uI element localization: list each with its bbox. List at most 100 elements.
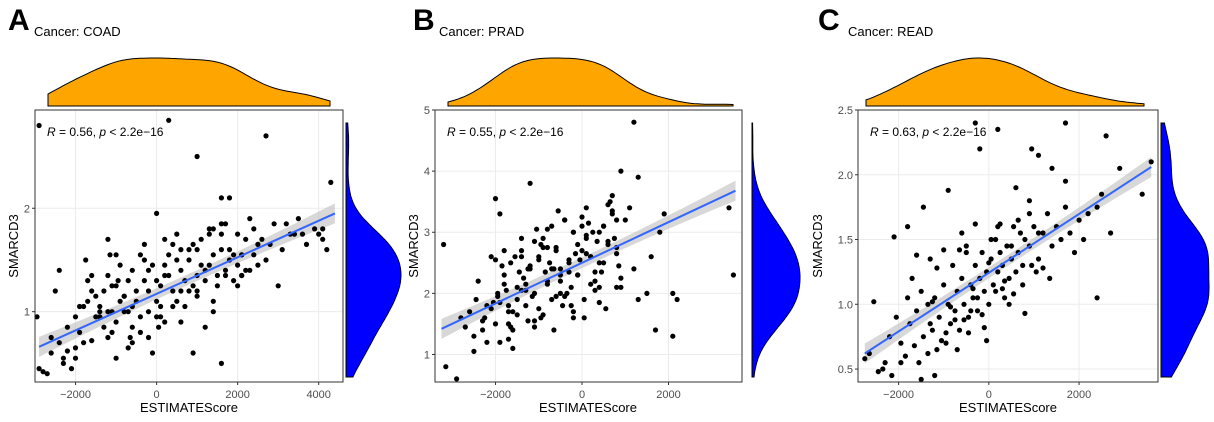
data-point (1040, 230, 1046, 236)
data-point (986, 301, 992, 307)
x-tick-label: −2000 (480, 389, 511, 401)
data-point (970, 295, 976, 301)
data-point (514, 284, 520, 290)
data-point (1058, 236, 1064, 243)
data-point (1117, 165, 1123, 171)
data-point (137, 329, 143, 335)
data-point (488, 254, 494, 260)
data-point (482, 315, 488, 321)
data-point (235, 231, 241, 237)
data-point (1006, 301, 1012, 307)
y-axis-title: SMARCD3 (406, 214, 421, 278)
data-point (501, 281, 507, 287)
y-tick-label: 5 (424, 105, 430, 117)
data-point (521, 275, 527, 281)
stat-r-value: = 0.56, (56, 125, 100, 139)
data-point (1040, 265, 1046, 271)
data-point (880, 366, 886, 372)
data-point (1022, 310, 1028, 316)
data-point (929, 299, 936, 305)
data-point (925, 301, 931, 307)
data-point (968, 308, 974, 314)
data-point (1008, 243, 1015, 249)
data-point (36, 122, 42, 129)
data-point (235, 283, 241, 289)
data-point (283, 221, 289, 227)
data-point (1002, 295, 1008, 301)
scatter-points (34, 117, 334, 377)
data-point (959, 230, 965, 236)
data-point (670, 290, 676, 296)
data-point (320, 226, 326, 232)
panel-b: B Cancer: PRAD −2000 0 2000 1 2 3 4 5 ESTIMATEScor… (406, 4, 801, 415)
data-point (555, 208, 561, 214)
stat-p-value: < 2.2e−16 (929, 125, 987, 139)
data-point (965, 314, 972, 320)
data-point (990, 282, 996, 288)
data-point (527, 180, 533, 186)
data-point (109, 283, 115, 289)
data-point (1044, 211, 1051, 217)
data-point (952, 317, 958, 323)
data-point (194, 247, 200, 253)
panel-letter: B (413, 4, 435, 37)
plot-border (34, 109, 344, 383)
data-point (154, 210, 160, 216)
data-point (1148, 159, 1154, 165)
data-point (977, 146, 983, 152)
data-point (862, 356, 868, 362)
data-point (601, 223, 607, 229)
data-point (1020, 262, 1026, 268)
data-point (154, 298, 160, 304)
y-tick-label: 1 (424, 349, 430, 361)
data-point (60, 360, 66, 366)
stat-p-value: < 2.2e−16 (106, 125, 164, 139)
data-point (210, 252, 216, 258)
data-point (579, 248, 585, 254)
y-tick-label: 3 (424, 227, 430, 239)
data-point (93, 314, 99, 320)
data-point (575, 272, 581, 278)
data-point (614, 217, 620, 223)
data-point (1026, 198, 1032, 204)
data-point (454, 376, 460, 382)
data-point (255, 241, 261, 247)
stat-r-value: = 0.63, (879, 125, 923, 139)
top-marginal-density (447, 57, 734, 107)
data-point (929, 327, 936, 333)
data-point (972, 120, 978, 126)
data-point (551, 327, 557, 333)
data-point (523, 281, 529, 287)
data-point (1035, 230, 1042, 236)
data-point (101, 288, 107, 294)
data-point (525, 318, 531, 324)
data-point (97, 309, 103, 315)
data-point (875, 369, 881, 375)
data-point (956, 247, 963, 253)
regression-line (441, 189, 736, 330)
data-point (974, 295, 981, 301)
stat-r-symbol: R (47, 125, 56, 139)
data-point (911, 343, 918, 349)
data-point (916, 360, 922, 366)
data-point (52, 288, 58, 294)
data-point (564, 290, 570, 296)
data-point (93, 293, 99, 299)
data-point (263, 133, 269, 139)
data-point (1033, 269, 1039, 275)
correlation-annotation: R = 0.56, p < 2.2e−16 (47, 125, 164, 139)
data-point (882, 360, 888, 366)
data-point (596, 299, 602, 306)
data-point (40, 369, 46, 375)
panel-c: C Cancer: READ −2000 0 2000 0.5 1.0 1.5 2.0 2.5 ES… (810, 4, 1210, 415)
data-point (936, 314, 942, 320)
data-point (920, 204, 927, 210)
data-point (158, 303, 164, 310)
data-point (117, 298, 123, 304)
data-point (993, 288, 999, 294)
data-point (609, 193, 615, 199)
data-point (1015, 217, 1021, 223)
data-point (222, 267, 229, 273)
data-point (328, 179, 334, 185)
data-point (1022, 236, 1028, 243)
